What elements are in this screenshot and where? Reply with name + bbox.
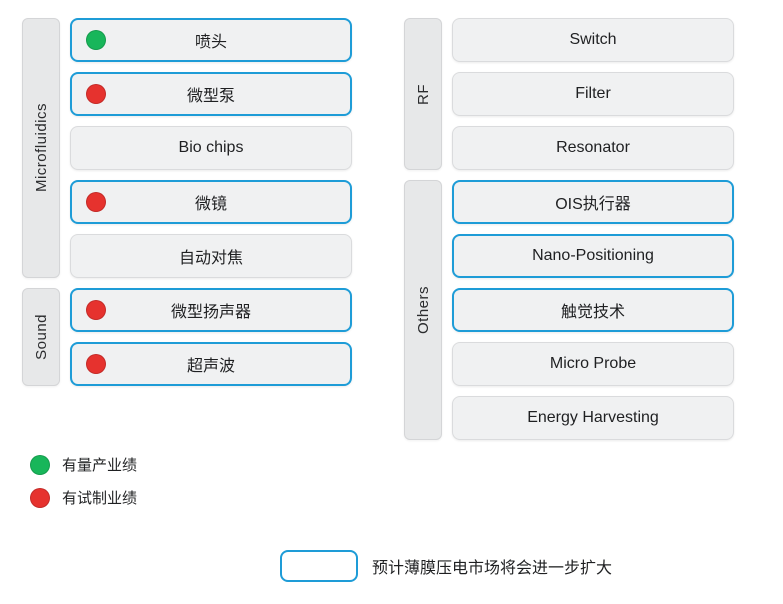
category-group: Sound 微型扬声器超声波 [22,288,352,386]
columns: Microfluidics 喷头微型泵 Bio chips 微镜自动对焦 Sound 微型… [22,18,761,440]
item: 超声波 [70,342,352,386]
category-label: Microfluidics [22,18,60,278]
item-label: Filter [453,85,733,103]
item-label: OIS执行器 [454,190,732,214]
left-column: Microfluidics 喷头微型泵 Bio chips 微镜自动对焦 Sound 微型… [22,18,352,440]
highlight-box-icon [280,550,358,582]
category-group: Microfluidics 喷头微型泵 Bio chips 微镜自动对焦 [22,18,352,278]
item: Filter [452,72,734,116]
item-label: Switch [453,31,733,49]
items-list: 微型扬声器超声波 [70,288,352,386]
legend-box: 预计薄膜压电市场将会进一步扩大 [280,550,612,582]
category-label: Sound [22,288,60,386]
item: 自动对焦 [70,234,352,278]
item: Energy Harvesting [452,396,734,440]
item-label: Resonator [453,139,733,157]
red-dot-icon [86,354,106,374]
red-dot-icon [86,192,106,212]
item-label: 超声波 [72,352,350,376]
right-column: RF Switch Filter Resonator Others OIS执行器 Nano-… [404,18,734,440]
category-text: RF [415,84,432,105]
green-dot-icon [30,455,50,475]
red-dot-icon [86,84,106,104]
legend-green: 有量产业绩 [30,454,761,475]
legend-green-label: 有量产业绩 [62,454,137,475]
item-label: 喷头 [72,28,350,52]
item-label: 微型扬声器 [72,298,350,322]
item-label: Energy Harvesting [453,409,733,427]
category-label: RF [404,18,442,170]
item: Switch [452,18,734,62]
item: 微镜 [70,180,352,224]
category-text: Sound [33,314,50,360]
item: 喷头 [70,18,352,62]
items-list: 喷头微型泵 Bio chips 微镜自动对焦 [70,18,352,278]
item: Nano-Positioning [452,234,734,278]
red-dot-icon [30,488,50,508]
category-label: Others [404,180,442,440]
item: 微型扬声器 [70,288,352,332]
legend-red-label: 有试制业绩 [62,487,137,508]
item: 触觉技术 [452,288,734,332]
item: 微型泵 [70,72,352,116]
item-label: Nano-Positioning [454,247,732,265]
item: OIS执行器 [452,180,734,224]
red-dot-icon [86,300,106,320]
item-label: Micro Probe [453,355,733,373]
item-label: 微镜 [72,190,350,214]
items-list: Switch Filter Resonator [452,18,734,170]
item-label: 自动对焦 [71,244,351,268]
item: Resonator [452,126,734,170]
item-label: 触觉技术 [454,298,732,322]
category-group: Others OIS执行器 Nano-Positioning 触觉技术 Micro Pr… [404,180,734,440]
item: Bio chips [70,126,352,170]
category-text: Others [415,286,432,334]
legend-red: 有试制业绩 [30,487,761,508]
item-label: Bio chips [71,139,351,157]
item: Micro Probe [452,342,734,386]
category-group: RF Switch Filter Resonator [404,18,734,170]
item-label: 微型泵 [72,82,350,106]
legend-dots: 有量产业绩 有试制业绩 [22,454,761,508]
category-text: Microfluidics [33,103,50,192]
green-dot-icon [86,30,106,50]
legend-box-label: 预计薄膜压电市场将会进一步扩大 [372,554,612,578]
items-list: OIS执行器 Nano-Positioning 触觉技术 Micro Probe Ene… [452,180,734,440]
